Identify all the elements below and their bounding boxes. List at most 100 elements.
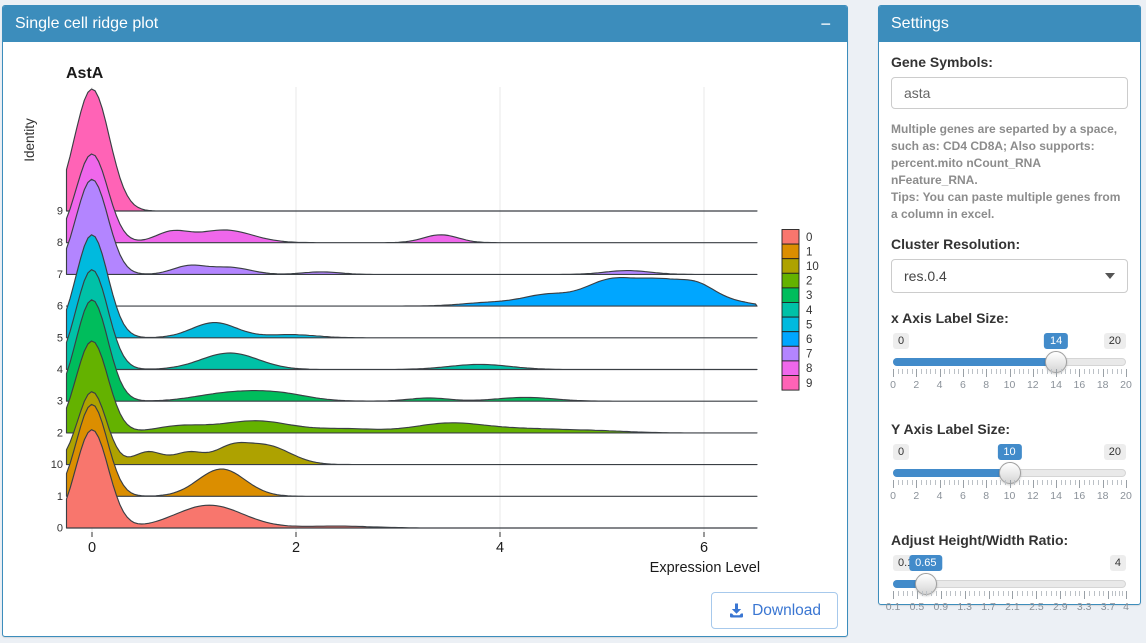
slider-minor-tick: [969, 591, 971, 597]
height-width-ratio-slider[interactable]: 0.1 4 0.65 0.1 0.5 0.9 1.3 1.7 2.1 2.5 2.9 3.3 3.7 4: [886, 555, 1129, 619]
slider-tick: [916, 591, 918, 600]
slider-minor-tick: [944, 369, 946, 375]
slider-minor-tick: [1055, 591, 1057, 597]
slider-minor-tick: [1121, 480, 1123, 486]
slider-tick: [986, 480, 988, 489]
y-tick-label-6: 6: [57, 301, 63, 313]
slider-minor-tick: [1065, 480, 1067, 486]
legend-swatch-7: [781, 345, 800, 362]
slider-minor-tick: [1060, 369, 1062, 375]
slider-minor-tick: [1093, 591, 1095, 597]
slider-minor-tick: [995, 480, 997, 486]
slider-tick: [940, 591, 942, 600]
slider-minor-tick: [930, 480, 932, 486]
slider-minor-tick: [1050, 591, 1052, 597]
slider-tick-label: 18: [1096, 490, 1109, 503]
height-width-ratio-label: Adjust Height/Width Ratio:: [891, 532, 1069, 549]
slider-minor-tick: [1093, 480, 1095, 486]
slider-minor-tick: [936, 591, 937, 597]
y-axis-label-size-slider[interactable]: 0 20 10 0 2 4 6 8 10 12 14 16 18 20: [890, 444, 1132, 508]
ridge-plot-panel: Single cell ridge plot − 0 1 10 2 3 4 5 6 7 8 9 0 2 4…: [2, 5, 848, 637]
slider-tick: [1060, 591, 1062, 600]
y-axis-title: Identity: [22, 118, 37, 162]
slider-tick-label: 2: [913, 379, 920, 392]
slider-value-bubble: 0.65: [909, 555, 943, 572]
slider-max-label: 20: [1103, 444, 1126, 461]
slider-minor-tick: [990, 369, 992, 375]
slider-minor-tick: [976, 480, 978, 486]
slider-tick: [1084, 591, 1086, 600]
ridge-row-1: [65, 403, 758, 497]
ridge-row-3: [65, 299, 758, 402]
slider-tick-label: 20: [1120, 379, 1132, 392]
slider-minor-tick: [967, 480, 969, 486]
slider-tick: [1036, 591, 1038, 600]
slider-filled-track: [893, 469, 1010, 478]
slider-minor-tick: [981, 480, 983, 486]
slider-minor-tick: [948, 480, 950, 486]
legend-swatch-0: [781, 229, 800, 245]
slider-tick: [1126, 591, 1127, 600]
slider-minor-tick: [1000, 480, 1002, 486]
download-button-label: Download: [752, 601, 821, 619]
slider-tick-label: 2.9: [1052, 601, 1068, 614]
slider-minor-tick: [925, 369, 927, 375]
slider-minor-tick: [1121, 369, 1123, 375]
slider-tick: [1102, 480, 1104, 489]
slider-minor-tick: [1045, 591, 1047, 597]
y-tick-label-8: 8: [57, 237, 63, 249]
slider-minor-tick: [1084, 480, 1086, 486]
slider-minor-tick: [1018, 480, 1020, 486]
legend-label-3: 3: [806, 290, 812, 302]
y-tick-label-9: 9: [57, 206, 63, 218]
slider-minor-tick: [972, 369, 974, 375]
slider-minor-tick: [934, 480, 936, 486]
slider-minor-tick: [1116, 369, 1118, 375]
chart-title: AstA: [66, 65, 104, 82]
slider-minor-tick: [1022, 591, 1024, 597]
slider-minor-tick: [1028, 369, 1030, 375]
collapse-button[interactable]: −: [816, 13, 835, 35]
slider-tick: [986, 369, 988, 378]
slider-minor-tick: [948, 369, 950, 375]
slider-minor-tick: [906, 369, 908, 375]
slider-minor-tick: [1098, 480, 1100, 486]
legend-swatch-9: [781, 375, 800, 391]
slider-tick: [939, 369, 941, 378]
slider-minor-tick: [930, 369, 932, 375]
slider-minor-tick: [959, 591, 961, 597]
x-axis-label-size-slider[interactable]: 0 20 14 0 2 4 6 8 10 12 14 16 18 20: [890, 333, 1132, 397]
slider-tick-label: 3.7: [1100, 601, 1116, 614]
gene-symbols-input[interactable]: [891, 77, 1128, 109]
slider-minor-tick: [1000, 369, 1002, 375]
legend-label-2: 2: [806, 276, 812, 288]
legend-swatch-6: [781, 331, 800, 347]
slider-minor-tick: [1088, 480, 1090, 486]
slider-filled-track: [893, 358, 1057, 367]
slider-minor-tick: [967, 369, 969, 375]
download-icon: [730, 603, 744, 618]
slider-minor-tick: [1111, 591, 1113, 597]
slider-minor-tick: [902, 480, 904, 486]
legend-label-0: 0: [806, 232, 812, 244]
slider-tick: [893, 591, 894, 600]
slider-tick-label: 2.1: [1005, 601, 1020, 614]
slider-handle[interactable]: [914, 573, 937, 596]
slider-minor-tick: [1118, 591, 1120, 597]
slider-tick: [893, 369, 894, 378]
slider-minor-tick: [1065, 369, 1067, 375]
slider-minor-tick: [1002, 591, 1004, 597]
slider-tick-label: 6: [959, 490, 966, 503]
slider-minor-tick: [1107, 480, 1109, 486]
slider-minor-tick: [1023, 480, 1025, 486]
slider-minor-tick: [1004, 480, 1006, 486]
slider-minor-tick: [1098, 591, 1100, 597]
slider-minor-tick: [920, 480, 922, 486]
cluster-resolution-select[interactable]: res.0.4: [891, 259, 1128, 294]
slider-tick-label: 0: [890, 490, 896, 503]
slider-tick: [1108, 591, 1110, 600]
slider-minor-tick: [897, 591, 899, 597]
download-button[interactable]: Download: [711, 592, 838, 629]
slider-tick-label: 14: [1050, 379, 1062, 392]
slider-minor-tick: [1014, 369, 1016, 375]
